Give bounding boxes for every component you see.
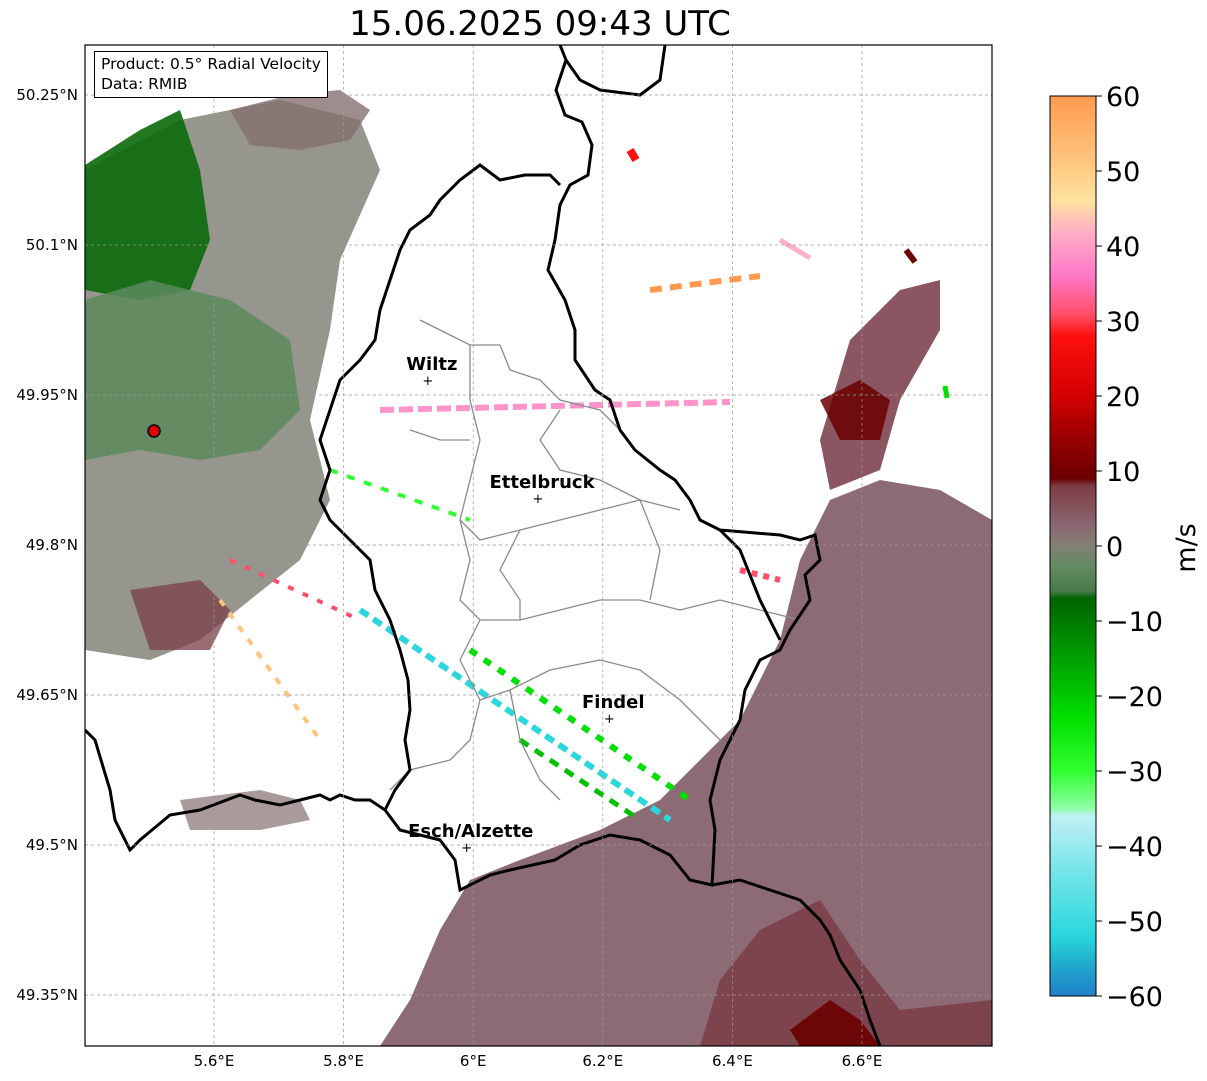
lon-tick-label: 6.6°E [842, 1052, 883, 1070]
radar-site-marker [147, 424, 161, 438]
lat-tick-label: 49.65°N [16, 686, 78, 704]
canton-boundaries [389, 319, 801, 801]
colorbar-tick-label: 30 [1106, 307, 1140, 338]
colorbar-tick-label: −10 [1106, 607, 1163, 638]
lat-tick-label: 50.25°N [16, 86, 78, 104]
product-info-box: Product: 0.5° Radial Velocity Data: RMIB [94, 51, 328, 98]
latitude-tick-labels: 50.25°N 50.1°N 49.95°N 49.8°N 49.65°N 49.5°N 4… [16, 86, 78, 1004]
echo-area-north-grey [230, 90, 370, 150]
border-de-east [718, 528, 782, 641]
longitude-tick-labels: 5.6°E 5.8°E 6°E 6.2°E 6.4°E 6.6°E [194, 1052, 883, 1070]
colorbar-tick-label: 20 [1106, 382, 1140, 413]
city-marker-icon: + [461, 841, 472, 856]
lon-tick-label: 5.8°E [323, 1052, 364, 1070]
echo-dark-red-south [790, 1000, 880, 1046]
lat-tick-label: 50.1°N [26, 236, 78, 254]
colorbar-tick-label: 60 [1106, 82, 1140, 113]
echo-area-south-dark [700, 900, 992, 1046]
radar-echo-layer [85, 90, 992, 1046]
lat-tick-label: 49.95°N [16, 386, 78, 404]
echo-area-south-grey-band [180, 790, 310, 830]
city-layer: +Wiltz+Ettelbruck+Findel+Esch/Alzette [406, 354, 644, 856]
echo-area-west-green [85, 280, 300, 460]
colorbar-tick-label: −50 [1106, 907, 1163, 938]
city-label: Findel [582, 692, 645, 713]
border-north-de [564, 45, 667, 97]
lon-tick-label: 6.4°E [712, 1052, 753, 1070]
product-label: Product: 0.5° Radial Velocity [101, 55, 321, 73]
echo-area-southwest-red [130, 580, 230, 650]
city-label: Esch/Alzette [408, 821, 533, 842]
colorbar-label: m/s [1171, 523, 1202, 572]
city-label: Wiltz [406, 354, 457, 375]
lon-tick-label: 5.6°E [194, 1052, 235, 1070]
lat-tick-label: 49.8°N [26, 536, 78, 554]
border-lu-be [318, 163, 562, 811]
colorbar-tick-label: −60 [1106, 982, 1163, 1013]
border-de-fr [711, 878, 882, 1046]
colorbar-tick-label: 40 [1106, 232, 1140, 263]
colorbar-tick-label: −40 [1106, 832, 1163, 863]
colorbar-tick-label: 10 [1106, 457, 1140, 488]
map-frame [84, 44, 993, 1047]
city-label: Ettelbruck [489, 472, 595, 493]
colorbar: 60 50 40 30 20 10 0 −10 −20 −30 −40 −50 −60 m/s [1049, 82, 1202, 1013]
lat-tick-label: 49.35°N [16, 986, 78, 1004]
city-marker-icon: + [604, 712, 615, 727]
city-marker-icon: + [533, 492, 544, 507]
echo-area-southeast [380, 480, 992, 1046]
border-luxembourg [85, 45, 822, 893]
colorbar-tick-label: 50 [1106, 157, 1140, 188]
colorbar-tick-label: −30 [1106, 757, 1163, 788]
lat-tick-label: 49.5°N [26, 836, 78, 854]
map-area[interactable]: +Wiltz+Ettelbruck+Findel+Esch/Alzette [85, 45, 992, 1046]
colorbar-tick-label: −20 [1106, 682, 1163, 713]
colorbar-ticks: 60 50 40 30 20 10 0 −10 −20 −30 −40 −50 −60 [1096, 82, 1163, 1013]
data-source-label: Data: RMIB [101, 75, 188, 93]
colorbar-bar [1049, 95, 1097, 997]
lon-tick-label: 6.2°E [582, 1052, 623, 1070]
map-title: 15.06.2025 09:43 UTC [349, 4, 731, 44]
national-borders [85, 45, 882, 1046]
colorbar-tick-label: 0 [1106, 532, 1123, 563]
lon-tick-label: 6°E [460, 1052, 487, 1070]
echo-area-northwest-green [85, 110, 210, 300]
city-marker-icon: + [422, 374, 433, 389]
